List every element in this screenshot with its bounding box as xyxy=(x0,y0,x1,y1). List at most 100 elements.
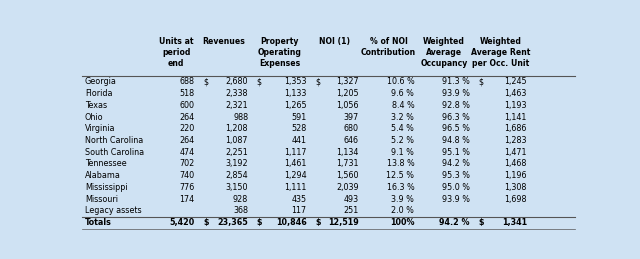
Text: 1,471: 1,471 xyxy=(504,148,527,157)
Text: Georgia: Georgia xyxy=(85,77,117,86)
Text: 600: 600 xyxy=(180,101,195,110)
Text: Revenues: Revenues xyxy=(202,37,244,46)
Text: 1,353: 1,353 xyxy=(284,77,307,86)
Text: 93.9 %: 93.9 % xyxy=(442,195,470,204)
Text: 2,854: 2,854 xyxy=(225,171,248,180)
Text: 441: 441 xyxy=(292,136,307,145)
Text: 5,420: 5,420 xyxy=(170,218,195,227)
Text: 9.1 %: 9.1 % xyxy=(392,148,414,157)
Text: 680: 680 xyxy=(344,124,359,133)
Text: 95.3 %: 95.3 % xyxy=(442,171,470,180)
Text: 1,196: 1,196 xyxy=(504,171,527,180)
Text: 100%: 100% xyxy=(390,218,414,227)
Text: Totals: Totals xyxy=(85,218,112,227)
Text: 1,308: 1,308 xyxy=(504,183,527,192)
Text: $: $ xyxy=(315,218,321,227)
Text: 251: 251 xyxy=(344,206,359,215)
Text: 2,039: 2,039 xyxy=(336,183,359,192)
Text: 2.0 %: 2.0 % xyxy=(392,206,414,215)
Text: % of NOI
Contribution: % of NOI Contribution xyxy=(361,37,416,57)
Text: 1,133: 1,133 xyxy=(284,89,307,98)
Text: 591: 591 xyxy=(291,112,307,121)
Text: 13.8 %: 13.8 % xyxy=(387,160,414,168)
Text: 1,117: 1,117 xyxy=(284,148,307,157)
Text: 474: 474 xyxy=(179,148,195,157)
Text: 9.6 %: 9.6 % xyxy=(392,89,414,98)
Text: South Carolina: South Carolina xyxy=(85,148,144,157)
Text: 1,283: 1,283 xyxy=(504,136,527,145)
Text: 688: 688 xyxy=(180,77,195,86)
Text: 493: 493 xyxy=(344,195,359,204)
Text: 435: 435 xyxy=(292,195,307,204)
Text: 3.9 %: 3.9 % xyxy=(392,195,414,204)
Text: 1,111: 1,111 xyxy=(284,183,307,192)
Text: Texas: Texas xyxy=(85,101,107,110)
Text: Alabama: Alabama xyxy=(85,171,121,180)
Text: 988: 988 xyxy=(233,112,248,121)
Text: 12.5 %: 12.5 % xyxy=(387,171,414,180)
Text: 702: 702 xyxy=(179,160,195,168)
Text: 1,461: 1,461 xyxy=(284,160,307,168)
Text: $: $ xyxy=(203,218,209,227)
Text: 94.2 %: 94.2 % xyxy=(439,218,470,227)
Text: 1,087: 1,087 xyxy=(226,136,248,145)
Text: North Carolina: North Carolina xyxy=(85,136,143,145)
Text: 1,141: 1,141 xyxy=(504,112,527,121)
Text: $: $ xyxy=(315,77,320,86)
Text: 3,192: 3,192 xyxy=(225,160,248,168)
Text: 8.4 %: 8.4 % xyxy=(392,101,414,110)
Text: 96.5 %: 96.5 % xyxy=(442,124,470,133)
Text: 94.2 %: 94.2 % xyxy=(442,160,470,168)
Text: Mississippi: Mississippi xyxy=(85,183,127,192)
Text: Property
Operating
Expenses: Property Operating Expenses xyxy=(257,37,301,68)
Text: 93.9 %: 93.9 % xyxy=(442,89,470,98)
Text: Weighted
Average Rent
per Occ. Unit: Weighted Average Rent per Occ. Unit xyxy=(470,37,530,68)
Text: 2,338: 2,338 xyxy=(226,89,248,98)
Text: 1,731: 1,731 xyxy=(336,160,359,168)
Text: Virginia: Virginia xyxy=(85,124,115,133)
Text: 264: 264 xyxy=(179,136,195,145)
Text: 2,251: 2,251 xyxy=(225,148,248,157)
Text: 1,463: 1,463 xyxy=(504,89,527,98)
Text: 91.3 %: 91.3 % xyxy=(442,77,470,86)
Text: 397: 397 xyxy=(344,112,359,121)
Text: 518: 518 xyxy=(179,89,195,98)
Text: NOI (1): NOI (1) xyxy=(319,37,350,46)
Text: 174: 174 xyxy=(179,195,195,204)
Text: 92.8 %: 92.8 % xyxy=(442,101,470,110)
Text: 12,519: 12,519 xyxy=(328,218,359,227)
Text: 94.8 %: 94.8 % xyxy=(442,136,470,145)
Text: 23,365: 23,365 xyxy=(218,218,248,227)
Text: 10.6 %: 10.6 % xyxy=(387,77,414,86)
Text: 1,294: 1,294 xyxy=(284,171,307,180)
Text: Ohio: Ohio xyxy=(85,112,104,121)
Text: 1,327: 1,327 xyxy=(336,77,359,86)
Text: Weighted
Average
Occupancy: Weighted Average Occupancy xyxy=(420,37,468,68)
Text: 95.0 %: 95.0 % xyxy=(442,183,470,192)
Text: 1,341: 1,341 xyxy=(502,218,527,227)
Text: 1,134: 1,134 xyxy=(337,148,359,157)
Text: 1,468: 1,468 xyxy=(504,160,527,168)
Text: 1,193: 1,193 xyxy=(504,101,527,110)
Text: 5.4 %: 5.4 % xyxy=(392,124,414,133)
Text: Tennessee: Tennessee xyxy=(85,160,127,168)
Text: $: $ xyxy=(257,218,262,227)
Text: 96.3 %: 96.3 % xyxy=(442,112,470,121)
Text: 264: 264 xyxy=(179,112,195,121)
Text: $: $ xyxy=(203,77,208,86)
Text: $: $ xyxy=(478,218,484,227)
Text: 928: 928 xyxy=(233,195,248,204)
Text: 2,680: 2,680 xyxy=(226,77,248,86)
Text: 3,150: 3,150 xyxy=(226,183,248,192)
Text: Florida: Florida xyxy=(85,89,113,98)
Text: 1,560: 1,560 xyxy=(336,171,359,180)
Text: 1,245: 1,245 xyxy=(504,77,527,86)
Text: 1,698: 1,698 xyxy=(504,195,527,204)
Text: 5.2 %: 5.2 % xyxy=(391,136,414,145)
Text: 1,686: 1,686 xyxy=(504,124,527,133)
Text: 646: 646 xyxy=(344,136,359,145)
Text: Missouri: Missouri xyxy=(85,195,118,204)
Text: 16.3 %: 16.3 % xyxy=(387,183,414,192)
Text: Units at
period
end: Units at period end xyxy=(159,37,193,68)
Text: $: $ xyxy=(257,77,262,86)
